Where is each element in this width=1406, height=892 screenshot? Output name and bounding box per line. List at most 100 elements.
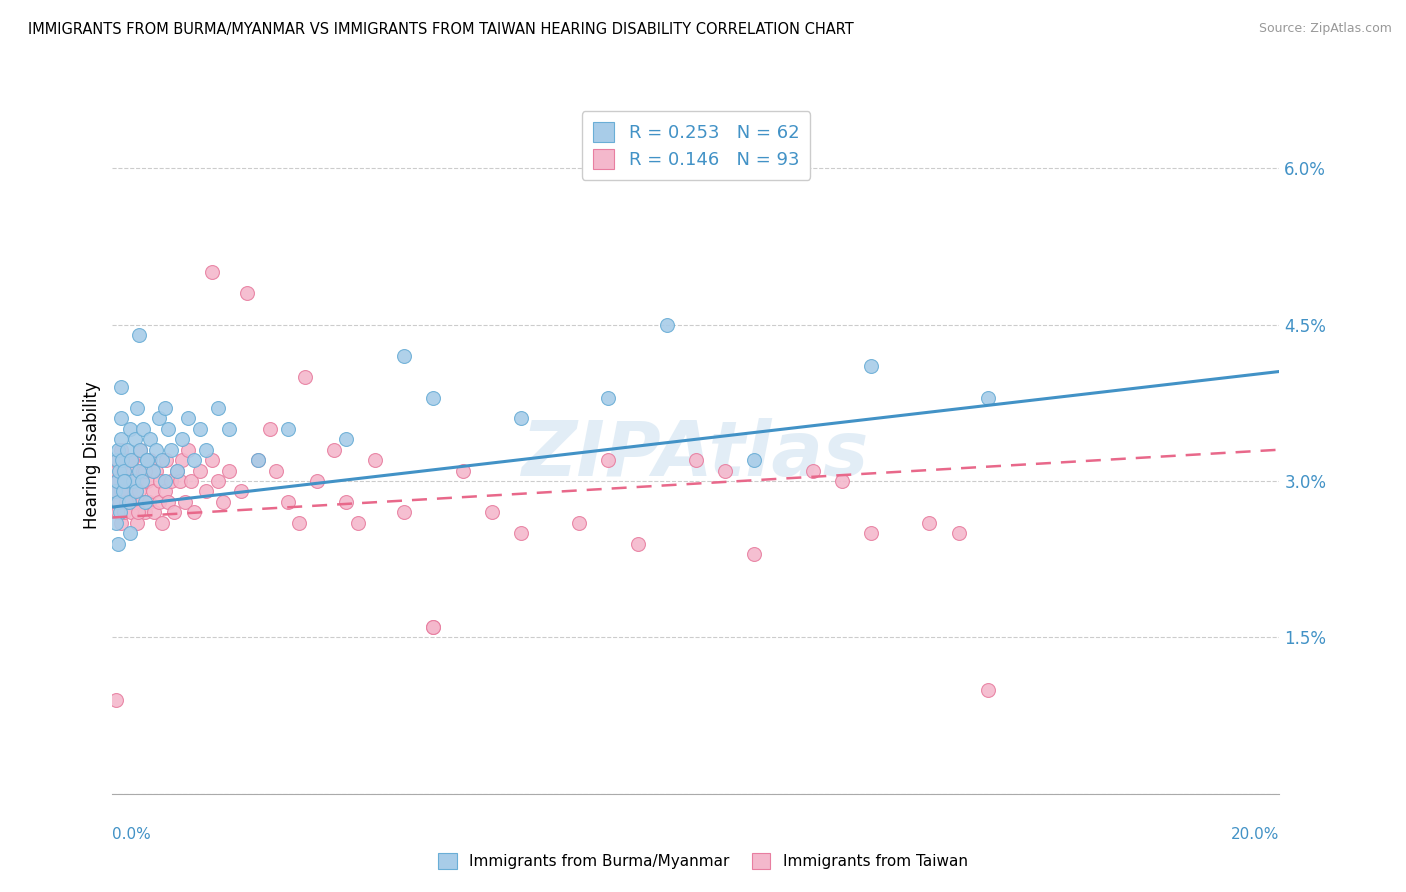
Point: [177, 442, 200, 457]
Point: [110, 442, 132, 457]
Point: [131, 474, 153, 488]
Point: [153, 484, 176, 499]
Point: [108, 505, 131, 519]
Point: [481, 505, 503, 519]
Point: [166, 464, 188, 478]
Point: [188, 422, 211, 436]
Point: [105, 474, 128, 488]
Point: [148, 495, 170, 509]
Point: [346, 516, 368, 530]
Point: [131, 495, 153, 509]
Point: [160, 442, 183, 457]
Point: [112, 505, 135, 519]
Point: [107, 442, 129, 457]
Point: [145, 442, 167, 457]
Point: [598, 453, 620, 467]
Point: [714, 464, 737, 478]
Point: [264, 464, 287, 478]
Point: [163, 505, 186, 519]
Point: [218, 422, 240, 436]
Point: [918, 516, 941, 530]
Point: [831, 474, 853, 488]
Point: [125, 484, 148, 499]
Point: [655, 318, 678, 332]
Point: [104, 484, 127, 499]
Point: [121, 453, 143, 467]
Point: [120, 505, 142, 519]
Point: [364, 453, 387, 467]
Point: [143, 505, 166, 519]
Point: [194, 484, 217, 499]
Text: 20.0%: 20.0%: [1232, 827, 1279, 841]
Point: [108, 495, 131, 509]
Point: [118, 495, 141, 509]
Point: [335, 432, 357, 446]
Point: [247, 453, 270, 467]
Point: [108, 464, 131, 478]
Point: [801, 464, 824, 478]
Point: [127, 505, 149, 519]
Point: [105, 464, 128, 478]
Point: [132, 422, 155, 436]
Point: [169, 474, 191, 488]
Point: [104, 693, 127, 707]
Point: [110, 432, 132, 446]
Point: [124, 432, 146, 446]
Point: [247, 453, 270, 467]
Point: [117, 453, 139, 467]
Point: [136, 474, 159, 488]
Point: [107, 474, 129, 488]
Point: [118, 526, 141, 541]
Point: [859, 526, 883, 541]
Point: [134, 495, 156, 509]
Point: [122, 464, 145, 478]
Point: [111, 464, 134, 478]
Point: [139, 453, 162, 467]
Point: [976, 682, 998, 697]
Point: [136, 453, 159, 467]
Point: [859, 359, 883, 374]
Legend: R = 0.253   N = 62, R = 0.146   N = 93: R = 0.253 N = 62, R = 0.146 N = 93: [582, 112, 810, 180]
Point: [108, 474, 131, 488]
Point: [201, 453, 224, 467]
Point: [132, 464, 155, 478]
Point: [172, 432, 194, 446]
Point: [111, 453, 134, 467]
Legend: Immigrants from Burma/Myanmar, Immigrants from Taiwan: Immigrants from Burma/Myanmar, Immigrant…: [432, 847, 974, 875]
Point: [155, 453, 177, 467]
Point: [235, 286, 257, 301]
Point: [335, 495, 357, 509]
Point: [145, 464, 167, 478]
Point: [323, 442, 346, 457]
Point: [111, 484, 134, 499]
Point: [160, 474, 183, 488]
Point: [111, 484, 134, 499]
Point: [212, 495, 235, 509]
Point: [153, 401, 176, 415]
Point: [115, 495, 138, 509]
Point: [156, 422, 179, 436]
Point: [110, 380, 132, 394]
Point: [107, 495, 129, 509]
Point: [115, 442, 138, 457]
Point: [138, 495, 160, 509]
Point: [105, 495, 128, 509]
Y-axis label: Hearing Disability: Hearing Disability: [83, 381, 101, 529]
Point: [125, 474, 148, 488]
Point: [122, 474, 145, 488]
Point: [229, 484, 252, 499]
Point: [259, 422, 281, 436]
Point: [107, 536, 129, 550]
Point: [125, 401, 148, 415]
Point: [180, 474, 202, 488]
Point: [183, 453, 205, 467]
Point: [153, 474, 176, 488]
Point: [139, 432, 162, 446]
Point: [174, 495, 197, 509]
Point: [685, 453, 707, 467]
Point: [150, 453, 173, 467]
Point: [110, 484, 132, 499]
Point: [115, 495, 138, 509]
Point: [568, 516, 591, 530]
Point: [150, 516, 173, 530]
